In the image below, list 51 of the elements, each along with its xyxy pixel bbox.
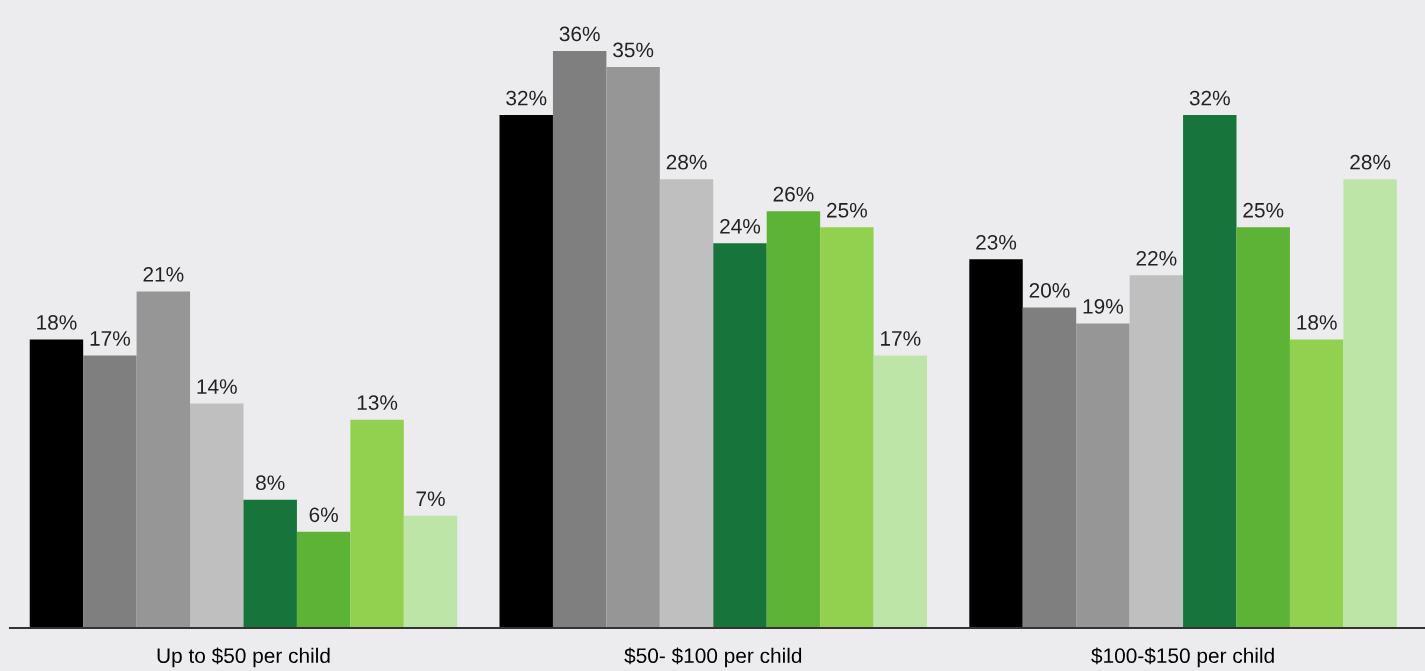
bar: [403, 515, 458, 628]
bar: [659, 179, 714, 628]
x-tick-label: Up to $50 per child: [157, 647, 330, 668]
bar: [1183, 115, 1237, 628]
data-label: 25%: [827, 202, 867, 218]
data-label: 22%: [1136, 250, 1177, 266]
data-label: 26%: [773, 186, 814, 202]
data-label: 36%: [559, 26, 600, 42]
bar: [350, 419, 404, 628]
x-tick-label: $100-$150 per child: [1091, 647, 1274, 668]
data-label: 24%: [720, 218, 761, 234]
bar: [83, 355, 137, 628]
data-label: 17%: [881, 331, 921, 346]
bar: [552, 50, 607, 628]
data-label: 32%: [1189, 90, 1230, 106]
bar: [296, 531, 351, 628]
bar: [1236, 227, 1290, 628]
data-label: 7%: [416, 491, 445, 507]
data-label: 13%: [357, 395, 398, 410]
data-label: 20%: [1029, 283, 1070, 298]
bar: [766, 211, 821, 628]
bar: [1076, 323, 1130, 628]
data-label: 23%: [976, 234, 1017, 250]
data-label: 18%: [37, 315, 77, 330]
bar: [1343, 179, 1397, 628]
data-label: 8%: [256, 475, 285, 491]
bar: [606, 67, 660, 628]
bar: [190, 403, 244, 628]
data-label: 25%: [1243, 202, 1284, 218]
data-label: 17%: [90, 331, 130, 346]
data-label: 18%: [1297, 315, 1337, 330]
data-label: 35%: [613, 42, 654, 58]
bar: [136, 291, 191, 628]
data-label: 28%: [1350, 154, 1391, 170]
bar: [1129, 275, 1184, 628]
data-label: 6%: [309, 507, 338, 523]
bar: [820, 227, 874, 628]
bar: [873, 355, 928, 628]
bar: [243, 499, 297, 628]
bar: [1022, 307, 1077, 628]
bar: [713, 243, 767, 628]
bar: [499, 115, 553, 628]
data-label: 32%: [506, 90, 547, 106]
bar: [969, 259, 1023, 628]
data-label: 21%: [143, 266, 184, 282]
data-label: 14%: [197, 379, 237, 394]
data-label: 19%: [1083, 299, 1124, 314]
bar: [29, 339, 84, 628]
data-label: 28%: [666, 154, 707, 170]
bar: [1289, 339, 1344, 628]
x-tick-label: $50- $100 per child: [624, 647, 802, 668]
